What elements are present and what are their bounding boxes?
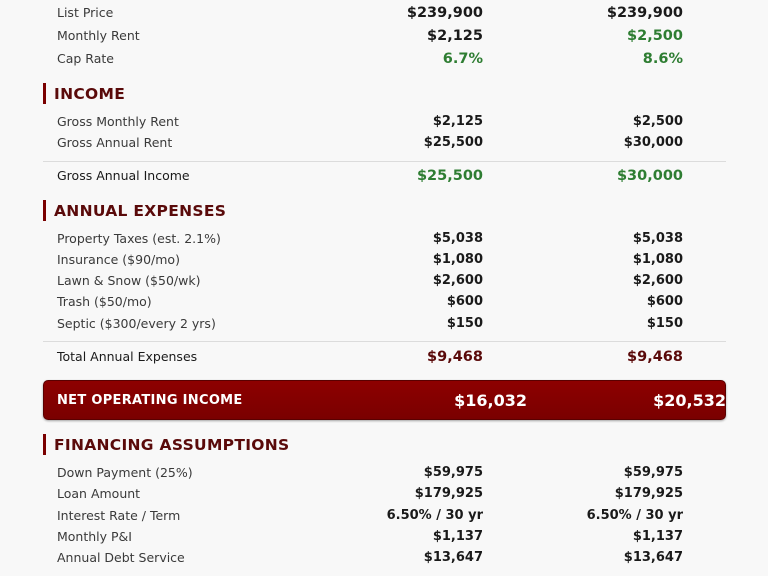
income-total-row: Gross Annual Income $25,500 $30,000: [57, 165, 683, 186]
value-col-1: 6.7%: [442, 50, 483, 67]
row-label: Septic ($300/every 2 yrs): [57, 316, 216, 331]
summary-row-cap-rate: Cap Rate 6.7% 8.6%: [57, 48, 683, 69]
financing-row: Down Payment (25%) $59,975 $59,975: [57, 462, 683, 483]
row-label: Lawn & Snow ($50/wk): [57, 273, 201, 288]
value-col-2: $30,000: [623, 135, 683, 150]
value-col-1: $1,080: [432, 252, 483, 267]
value-col-2: $9,468: [627, 348, 683, 365]
value-col-1: $9,468: [427, 348, 483, 365]
value-col-1: $5,038: [432, 231, 483, 246]
row-label: Monthly P&I: [57, 529, 132, 544]
summary-row-monthly-rent: Monthly Rent $2,125 $2,500: [57, 25, 683, 46]
expense-row: Trash ($50/mo) $600 $600: [57, 291, 683, 312]
section-heading-income: INCOME: [43, 83, 125, 104]
value-col-2: $1,137: [632, 529, 683, 544]
row-label: Total Annual Expenses: [57, 349, 198, 364]
row-label: Trash ($50/mo): [57, 294, 152, 309]
row-label: Interest Rate / Term: [57, 508, 181, 523]
income-row: Gross Monthly Rent $2,125 $2,500: [57, 111, 683, 132]
value-col-1: $1,137: [432, 529, 483, 544]
financing-row: Monthly P&I $1,137 $1,137: [57, 526, 683, 547]
value-col-2: $179,925: [614, 486, 683, 501]
row-label: Property Taxes (est. 2.1%): [57, 231, 221, 246]
row-label: Annual Debt Service: [57, 550, 185, 565]
value-col-2: 6.50% / 30 yr: [586, 508, 683, 523]
value-col-2: 8.6%: [642, 50, 683, 67]
summary-row-list-price: List Price $239,900 $239,900: [57, 2, 683, 23]
noi-value-col-1: $16,032: [454, 390, 527, 410]
expense-row: Septic ($300/every 2 yrs) $150 $150: [57, 313, 683, 334]
value-col-2: $1,080: [632, 252, 683, 267]
row-label: Gross Annual Rent: [57, 135, 173, 150]
row-label: Down Payment (25%): [57, 465, 193, 480]
value-col-2: $2,500: [632, 114, 683, 129]
row-label: Gross Monthly Rent: [57, 114, 179, 129]
row-label: Cap Rate: [57, 51, 114, 66]
financing-row: Annual Debt Service $13,647 $13,647: [57, 547, 683, 568]
value-col-1: $59,975: [423, 465, 483, 480]
divider: [43, 161, 726, 162]
net-operating-income-banner: NET OPERATING INCOME $16,032 $20,532: [43, 380, 726, 420]
value-col-2: $13,647: [623, 550, 683, 565]
value-col-1: 6.50% / 30 yr: [386, 508, 483, 523]
value-col-2: $5,038: [632, 231, 683, 246]
noi-label: NET OPERATING INCOME: [57, 392, 243, 408]
value-col-1: $2,125: [427, 27, 483, 44]
expenses-total-row: Total Annual Expenses $9,468 $9,468: [57, 346, 683, 367]
expense-row: Insurance ($90/mo) $1,080 $1,080: [57, 249, 683, 270]
value-col-2: $150: [646, 316, 683, 331]
divider: [43, 341, 726, 342]
value-col-2: $239,900: [606, 4, 683, 21]
value-col-1: $150: [446, 316, 483, 331]
value-col-1: $13,647: [423, 550, 483, 565]
section-heading-financing-assumptions: FINANCING ASSUMPTIONS: [43, 434, 289, 455]
value-col-2: $30,000: [616, 167, 683, 184]
value-col-1: $25,500: [423, 135, 483, 150]
expense-row: Property Taxes (est. 2.1%) $5,038 $5,038: [57, 228, 683, 249]
financing-row: Loan Amount $179,925 $179,925: [57, 483, 683, 504]
income-row: Gross Annual Rent $25,500 $30,000: [57, 132, 683, 153]
value-col-2: $600: [646, 294, 683, 309]
expense-row: Lawn & Snow ($50/wk) $2,600 $2,600: [57, 270, 683, 291]
value-col-2: $2,500: [627, 27, 683, 44]
value-col-1: $179,925: [414, 486, 483, 501]
value-col-1: $25,500: [416, 167, 483, 184]
section-heading-annual-expenses: ANNUAL EXPENSES: [43, 200, 226, 221]
row-label: Loan Amount: [57, 486, 141, 501]
value-col-1: $239,900: [406, 4, 483, 21]
value-col-2: $59,975: [623, 465, 683, 480]
row-label: Gross Annual Income: [57, 168, 190, 183]
row-label: List Price: [57, 5, 114, 20]
value-col-1: $2,125: [432, 114, 483, 129]
financing-row: Interest Rate / Term 6.50% / 30 yr 6.50%…: [57, 505, 683, 526]
noi-value-col-2: $20,532: [653, 390, 726, 410]
value-col-2: $2,600: [632, 273, 683, 288]
value-col-1: $600: [446, 294, 483, 309]
row-label: Insurance ($90/mo): [57, 252, 180, 267]
row-label: Monthly Rent: [57, 28, 140, 43]
value-col-1: $2,600: [432, 273, 483, 288]
